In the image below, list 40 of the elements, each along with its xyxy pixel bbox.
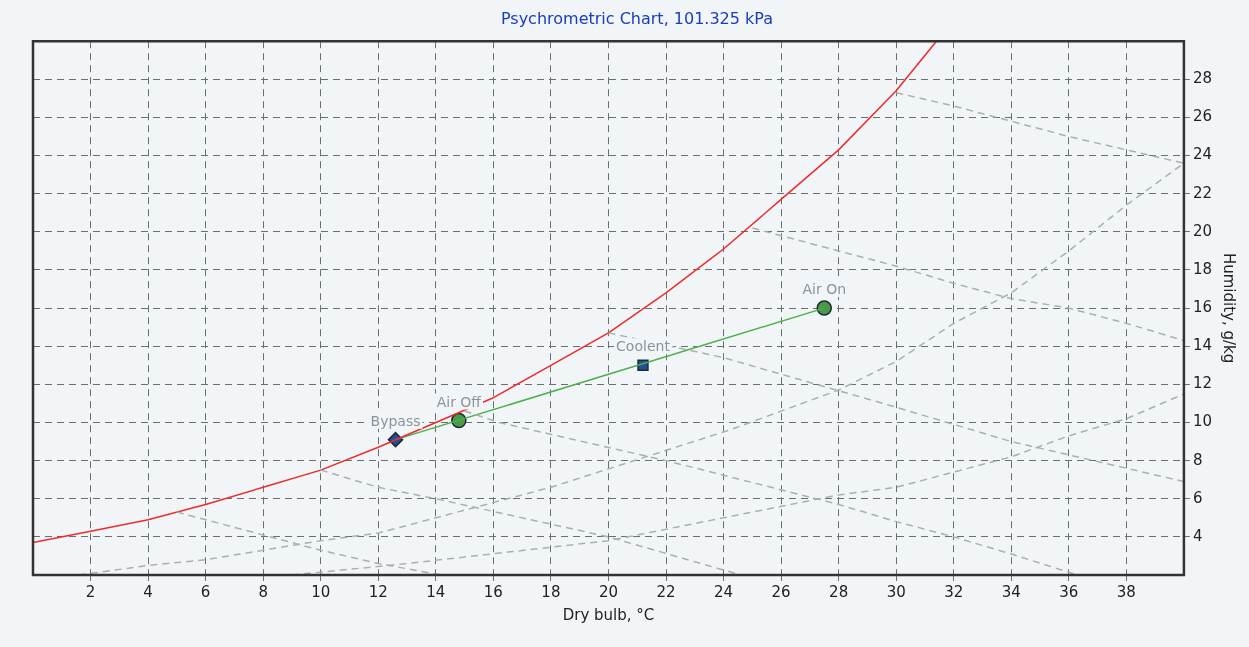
y-tick-label: 28 [1192,69,1213,88]
x-tick-label: 4 [143,582,153,601]
x-tick-label: 8 [258,582,268,601]
x-tick-label: 32 [944,582,964,601]
series-label: Coolent [616,338,671,355]
y-tick-label: 4 [1192,526,1203,545]
y-tick-label: 24 [1192,145,1213,164]
series-label: Air On [802,281,847,298]
x-tick-label: 24 [714,582,734,601]
y-tick-label: 22 [1192,183,1213,202]
y-tick-label: 18 [1192,259,1213,278]
x-tick-label: 30 [886,582,906,601]
y-tick-label: 16 [1192,297,1213,316]
x-tick-label: 34 [1001,582,1021,601]
y-axis-title: Humidity, g/kg [1220,252,1239,364]
x-tick-label: 20 [598,582,618,601]
series-label: Bypass [370,412,421,429]
x-tick-label: 14 [426,582,446,601]
x-tick-label: 22 [656,582,676,601]
chart-title: Psychrometric Chart, 101.325 kPa [500,8,774,28]
x-tick-label: 16 [483,582,503,601]
y-tick-label: 20 [1192,221,1213,240]
x-tick-label: 12 [368,582,388,601]
y-tick-label: 26 [1192,107,1213,126]
series-label: Air Off [436,393,482,410]
point [816,300,832,316]
y-tick-label: 10 [1192,412,1213,431]
x-axis-title: Dry bulb, °C [562,605,655,624]
y-tick-label: 6 [1192,488,1203,507]
y-tick-label: 8 [1192,450,1203,469]
x-tick-label: 6 [200,582,211,601]
x-tick-label: 36 [1059,582,1079,601]
x-tick-label: 28 [829,582,849,601]
y-tick-label: 14 [1192,336,1213,355]
x-tick-label: 18 [541,582,561,601]
y-tick-label: 12 [1192,374,1213,393]
x-tick-label: 2 [85,582,96,601]
x-tick-label: 38 [1116,582,1136,601]
x-tick-label: 10 [311,582,331,601]
x-tick-label: 26 [771,582,791,601]
